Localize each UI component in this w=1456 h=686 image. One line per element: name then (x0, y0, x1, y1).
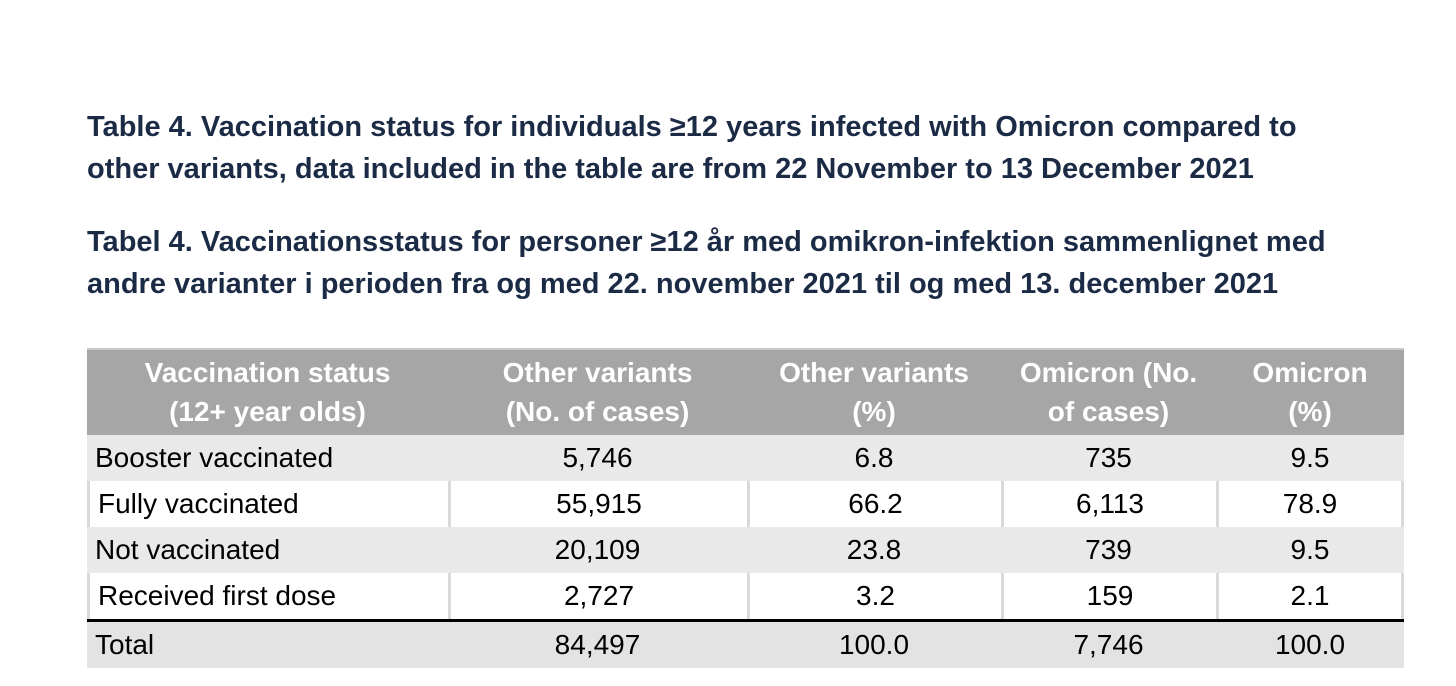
cell-value: 78.9 (1216, 481, 1404, 527)
header-text: (12+ year olds) (169, 396, 366, 427)
table-row-received-first-dose: Received first dose 2,727 3.2 159 2.1 (87, 573, 1404, 619)
title-danish-line1: Tabel 4. Vaccinationsstatus for personer… (87, 226, 1326, 258)
table-row-booster-vaccinated: Booster vaccinated 5,746 6.8 735 9.5 (87, 435, 1404, 481)
cell-value: 66.2 (747, 481, 1001, 527)
row-label: Not vaccinated (95, 534, 281, 565)
cell-value: 3.2 (747, 573, 1001, 619)
header-text: (%) (1288, 396, 1332, 427)
title-english-line2: other variants, data included in the tab… (87, 153, 1254, 185)
table-title-danish: Tabel 4. Vaccinationsstatus for personer… (87, 221, 1447, 305)
cell-value: 6.8 (854, 442, 894, 473)
cell-value: 100.0 (838, 629, 910, 660)
title-danish-line2: andre varianter i perioden fra og med 22… (87, 268, 1279, 300)
table-title-english: Table 4. Vaccination status for individu… (87, 106, 1447, 190)
table-row-not-vaccinated: Not vaccinated 20,109 23.8 739 9.5 (87, 527, 1404, 573)
cell-value: 7,746 (1073, 629, 1144, 660)
cell-value: 23.8 (846, 534, 902, 565)
row-label: Booster vaccinated (95, 442, 334, 473)
title-english-line1: Table 4. Vaccination status for individu… (87, 111, 1297, 143)
header-text: (No. of cases) (505, 396, 690, 427)
cell-value: 55,915 (448, 481, 747, 527)
header-text: (%) (852, 396, 896, 427)
cell-value: 5,746 (562, 442, 633, 473)
header-text: Other variants (779, 357, 969, 388)
cell-value: 84,497 (554, 629, 641, 660)
table-header-row: Vaccination status (12+ year olds) Other… (87, 348, 1404, 435)
cell-value: 6,113 (1001, 481, 1216, 527)
vaccination-status-table: Vaccination status (12+ year olds) Other… (87, 348, 1404, 668)
header-cell-vaccination-status: Vaccination status (12+ year olds) (87, 350, 448, 435)
cell-value: 20,109 (554, 534, 641, 565)
row-label: Total (95, 629, 155, 660)
header-text: Vaccination status (144, 357, 391, 388)
row-label: Received first dose (87, 573, 448, 619)
cell-value: 735 (1085, 442, 1132, 473)
cell-value: 739 (1085, 534, 1132, 565)
table-row-total: Total 84,497 100.0 7,746 100.0 (87, 619, 1404, 668)
cell-value: 9.5 (1290, 534, 1330, 565)
cell-value: 2.1 (1216, 573, 1404, 619)
header-text: Omicron (1252, 357, 1368, 388)
header-cell-other-variants-pct: Other variants (%) (747, 350, 1001, 435)
row-label: Fully vaccinated (87, 481, 448, 527)
cell-value: 159 (1001, 573, 1216, 619)
header-cell-omicron-cases: Omicron (No. of cases) (1001, 350, 1216, 435)
header-text: of cases) (1047, 396, 1170, 427)
header-cell-omicron-pct: Omicron (%) (1216, 350, 1404, 435)
table-row-fully-vaccinated: Fully vaccinated 55,915 66.2 6,113 78.9 (87, 481, 1404, 527)
header-text: Other variants (502, 357, 693, 388)
cell-value: 9.5 (1290, 442, 1330, 473)
cell-value: 100.0 (1274, 629, 1346, 660)
cell-value: 2,727 (448, 573, 747, 619)
header-cell-other-variants-cases: Other variants (No. of cases) (448, 350, 747, 435)
header-text: Omicron (No. (1019, 357, 1198, 388)
